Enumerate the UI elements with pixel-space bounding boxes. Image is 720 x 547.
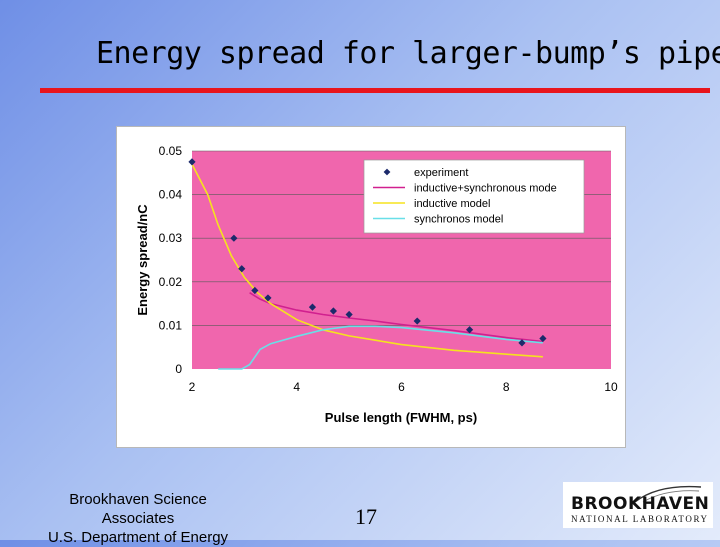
footer-line-1: Brookhaven Science: [69, 491, 207, 508]
x-tick-label: 2: [189, 380, 196, 394]
data-point: [413, 317, 421, 325]
x-tick-label: 6: [398, 380, 405, 394]
logo-wordmark: BROOKHAVEN: [571, 494, 710, 514]
legend-label: inductive model: [414, 198, 490, 210]
legend-marker: [383, 168, 391, 176]
legend-box: [363, 159, 585, 234]
slide-title: Energy spread for larger-bump’s pipe: [96, 36, 720, 71]
x-tick-label: 4: [293, 380, 300, 394]
y-tick-label: 0.03: [159, 231, 183, 245]
legend-label: experiment: [414, 167, 468, 179]
x-axis-label: Pulse length (FWHM, ps): [325, 410, 477, 425]
x-tick-label: 8: [503, 380, 510, 394]
brookhaven-logo: BROOKHAVEN NATIONAL LABORATORY: [563, 482, 713, 528]
x-tick-label: 10: [604, 380, 618, 394]
footer-line-3: U.S. Department of Energy: [47, 529, 229, 546]
data-point: [518, 339, 526, 347]
logo-swoosh-icon: [634, 485, 702, 503]
series-line-inductive-model: [191, 163, 543, 358]
data-point: [539, 334, 547, 343]
axis-ticks: 0 0.01 0.02 0.03 0.04 0.05 2 4 6 8 10: [159, 144, 618, 394]
data-point: [345, 310, 353, 319]
legend-label: inductive+synchronous mode: [414, 183, 557, 195]
y-tick-label: 0.05: [159, 144, 183, 158]
footer-line-2: Associates: [101, 510, 175, 527]
footer-organization: Brookhaven Science Associates U.S. Depar…: [20, 490, 256, 547]
energy-spread-chart: 0 0.01 0.02 0.03 0.04 0.05 2 4 6 8 10 Energy sprea…: [135, 144, 618, 425]
y-tick-label: 0.01: [159, 318, 183, 332]
series-line-synchronos-model: [218, 325, 543, 370]
y-tick-label: 0.04: [159, 188, 183, 202]
title-underline: [40, 88, 710, 93]
legend-label: synchronos model: [414, 214, 503, 226]
data-point: [188, 158, 196, 166]
chart-legend: experiment inductive+synchronous mode indu…: [363, 159, 585, 234]
y-tick-label: 0: [175, 362, 182, 376]
chart-panel: 0 0.01 0.02 0.03 0.04 0.05 2 4 6 8 10 Energy sprea…: [116, 126, 626, 448]
y-axis-label: Energy spread/nC: [135, 204, 150, 316]
data-point: [465, 326, 474, 334]
logo-subtitle: NATIONAL LABORATORY: [571, 514, 709, 524]
y-tick-label: 0.02: [159, 275, 183, 289]
data-point: [230, 234, 238, 242]
page-number: 17: [355, 504, 377, 529]
